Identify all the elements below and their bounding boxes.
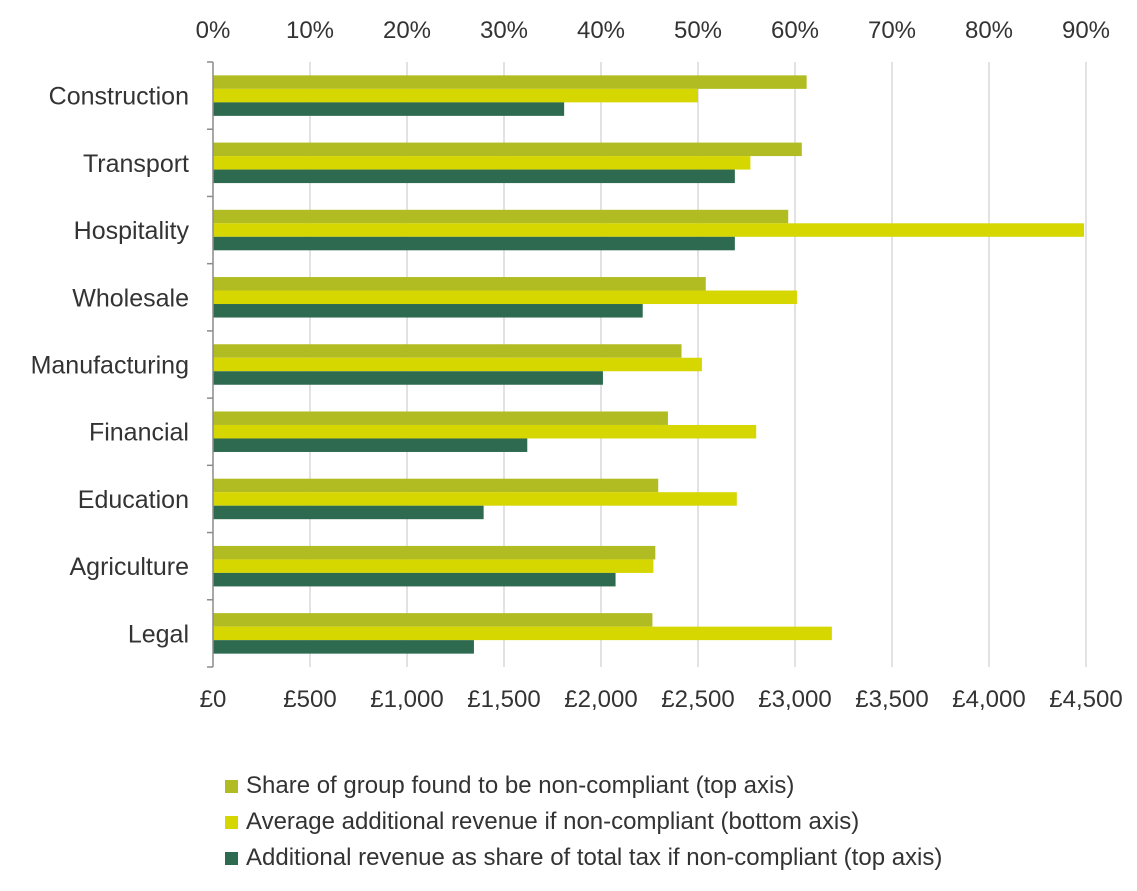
bar	[213, 492, 737, 506]
top-axis-tick-label: 40%	[577, 17, 625, 44]
top-axis-tick-label: 20%	[383, 17, 431, 44]
bottom-axis-tick-label: £500	[283, 686, 336, 713]
bar	[213, 424, 757, 439]
bottom-axis-tick-label: £4,500	[1049, 686, 1122, 713]
legend-swatch	[225, 851, 238, 865]
bar	[213, 142, 802, 157]
legend-item-revenue-share-of-tax: Additional revenue as share of total tax…	[225, 840, 942, 876]
bar	[213, 304, 643, 318]
bar	[213, 290, 797, 305]
category-label: Transport	[83, 150, 189, 178]
bottom-axis-tick-label: £3,500	[855, 686, 928, 713]
top-axis-tick-label: 30%	[480, 17, 528, 44]
top-axis-tick-label: 10%	[286, 17, 334, 44]
category-label: Agriculture	[70, 553, 190, 581]
category-label: Construction	[49, 83, 189, 111]
bar	[213, 626, 832, 641]
axes: Construction Transport Hospitality Wholesal…	[31, 17, 1123, 713]
bottom-axis-tick-label: £3,000	[758, 686, 831, 713]
bottom-axis-tick-label: £2,000	[564, 686, 637, 713]
bar	[213, 371, 603, 385]
bottom-axis-tick-label: £2,500	[661, 686, 734, 713]
bar	[213, 75, 807, 89]
bar	[213, 357, 702, 372]
bar	[213, 505, 484, 520]
bar	[213, 572, 616, 587]
category-label: Financial	[89, 419, 189, 447]
legend-item-average-additional-revenue: Average additional revenue if non-compli…	[225, 804, 942, 840]
bar	[213, 613, 653, 627]
bar	[213, 559, 654, 573]
bars	[213, 75, 1085, 654]
bar	[213, 411, 668, 425]
category-label: Education	[78, 486, 189, 514]
chart-svg: Construction Transport Hospitality Wholesal…	[31, 17, 1123, 713]
top-axis-tick-label: 0%	[196, 17, 231, 44]
bottom-axis-tick-label: £4,000	[952, 686, 1025, 713]
bottom-axis-tick-label: £0	[200, 686, 227, 713]
top-axis-tick-label: 70%	[868, 17, 916, 44]
legend: Share of group found to be non-compliant…	[225, 768, 942, 876]
bottom-axis-tick-label: £1,500	[467, 686, 540, 713]
bar	[213, 169, 735, 184]
category-label: Manufacturing	[31, 352, 189, 380]
top-axis-tick-label: 50%	[674, 17, 722, 44]
legend-swatch	[225, 779, 238, 793]
bar	[213, 236, 735, 251]
category-label: Hospitality	[74, 217, 190, 245]
bottom-axis-tick-label: £1,000	[370, 686, 443, 713]
top-axis-tick-label: 80%	[965, 17, 1013, 44]
legend-label: Share of group found to be non-compliant…	[246, 772, 795, 799]
bar	[213, 545, 656, 560]
bar	[213, 478, 659, 493]
legend-label: Average additional revenue if non-compli…	[246, 808, 860, 835]
legend-swatch	[225, 815, 238, 829]
bar	[213, 209, 789, 224]
legend-label: Additional revenue as share of total tax…	[246, 844, 943, 871]
bar	[213, 277, 706, 291]
category-label: Wholesale	[72, 284, 189, 312]
bar	[213, 223, 1085, 237]
top-axis-tick-label: 60%	[771, 17, 819, 44]
top-axis-tick-label: 90%	[1062, 17, 1110, 44]
category-label: Legal	[128, 620, 189, 648]
bar	[213, 438, 528, 452]
bar	[213, 640, 474, 654]
legend-item-share-non-compliant: Share of group found to be non-compliant…	[225, 768, 942, 804]
bar	[213, 156, 751, 170]
bar	[213, 88, 698, 103]
bar	[213, 102, 565, 116]
bar	[213, 344, 682, 358]
